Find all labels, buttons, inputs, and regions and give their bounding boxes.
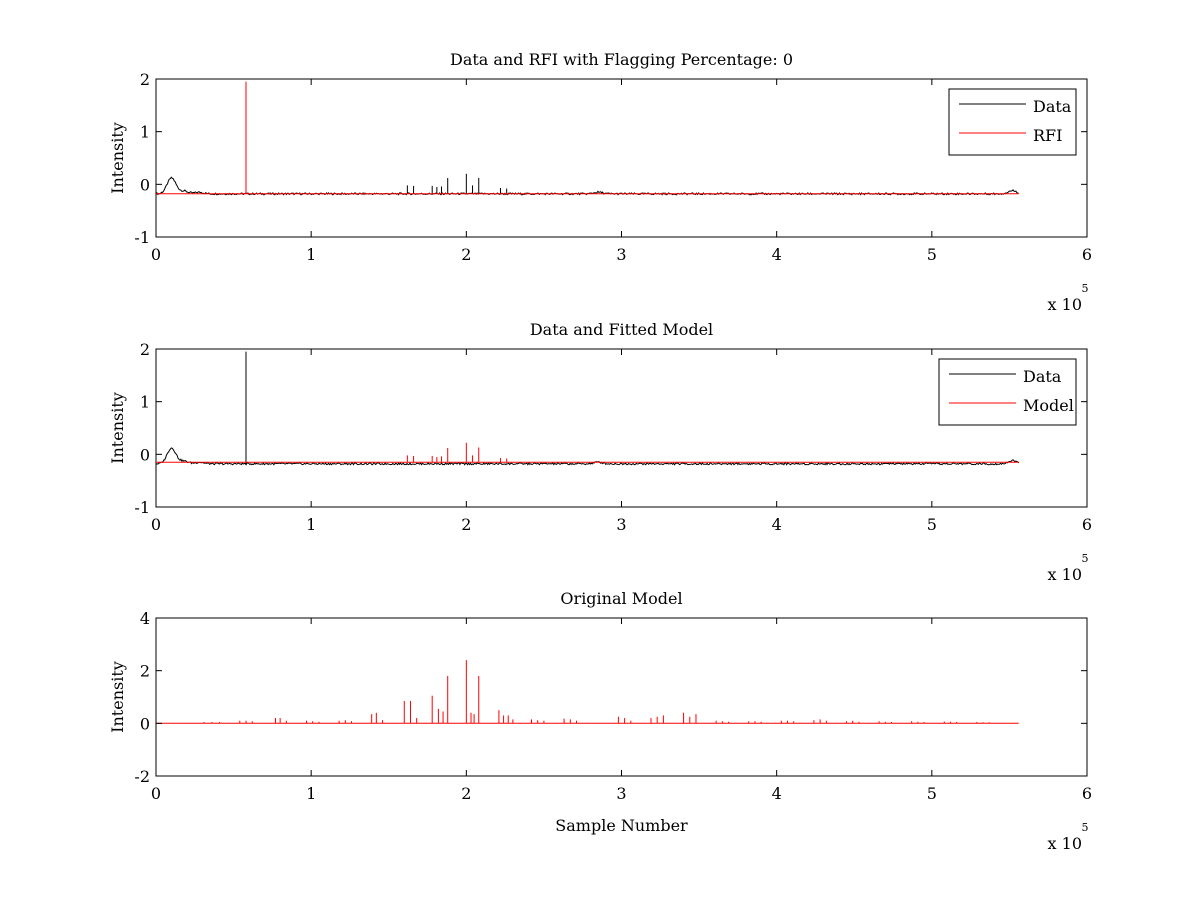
x-tick-label: 1 (306, 515, 316, 534)
legend-entry: Model (1023, 396, 1074, 415)
y-tick-label: 1 (140, 123, 150, 142)
legend-box (938, 358, 1077, 426)
y-axis-label: Intensity (108, 122, 127, 194)
x-tick-label: 4 (772, 515, 782, 534)
x-tick-label: 3 (616, 784, 626, 803)
y-tick-label: 0 (140, 445, 150, 464)
legend: Data Model (938, 358, 1077, 426)
y-tick-label: -2 (134, 767, 150, 786)
y-tick-label: 2 (140, 662, 150, 681)
legend: Data RFI (948, 88, 1077, 156)
x-axis-label: Sample Number (555, 816, 688, 835)
x-tick-label: 1 (306, 245, 316, 264)
x-tick-label: 6 (1082, 784, 1092, 803)
legend-box (948, 88, 1077, 156)
y-tick-label: -1 (134, 498, 150, 517)
x-multiplier-exponent: 5 (1082, 282, 1089, 295)
x-tick-label: 2 (461, 784, 471, 803)
plot-frame (155, 78, 1088, 238)
x-tick-label: 1 (306, 784, 316, 803)
x-tick-label: 3 (616, 245, 626, 264)
x-tick-label: 6 (1082, 245, 1092, 264)
x-multiplier: x 10 (1048, 295, 1082, 314)
legend-entry: Data (1033, 97, 1072, 116)
y-tick-label: 0 (140, 175, 150, 194)
x-tick-label: 5 (927, 515, 937, 534)
y-axis-label: Intensity (108, 392, 127, 464)
x-tick-label: 0 (151, 245, 161, 264)
chart-title: Data and RFI with Flagging Percentage: 0 (450, 50, 793, 69)
x-tick-label: 0 (151, 784, 161, 803)
chart-title: Data and Fitted Model (530, 320, 713, 339)
y-tick-label: 1 (140, 393, 150, 412)
x-tick-label: 3 (616, 515, 626, 534)
plot-frame (155, 617, 1088, 777)
x-tick-label: 5 (927, 784, 937, 803)
x-tick-label: 2 (461, 515, 471, 534)
y-tick-label: 2 (140, 70, 150, 89)
plot-frame (155, 348, 1088, 508)
series-group (156, 660, 1019, 724)
y-tick-label: 0 (140, 714, 150, 733)
x-tick-label: 2 (461, 245, 471, 264)
chart-title: Original Model (560, 589, 682, 608)
y-axis-label: Intensity (108, 661, 127, 733)
series-group (156, 81, 1019, 196)
x-multiplier-exponent: 5 (1082, 552, 1089, 565)
legend-entry: RFI (1033, 126, 1062, 145)
series-group (156, 351, 1020, 466)
x-tick-label: 5 (927, 245, 937, 264)
x-multiplier: x 10 (1048, 565, 1082, 584)
x-multiplier: x 10 (1048, 834, 1082, 853)
y-tick-label: 4 (140, 609, 150, 628)
legend-entry: Data (1023, 367, 1062, 386)
y-tick-label: -1 (134, 228, 150, 247)
y-tick-label: 2 (140, 340, 150, 359)
x-tick-label: 0 (151, 515, 161, 534)
x-tick-label: 4 (772, 245, 782, 264)
x-multiplier-exponent: 5 (1082, 821, 1089, 834)
x-tick-label: 4 (772, 784, 782, 803)
series-line-1 (156, 447, 1020, 466)
x-tick-label: 6 (1082, 515, 1092, 534)
